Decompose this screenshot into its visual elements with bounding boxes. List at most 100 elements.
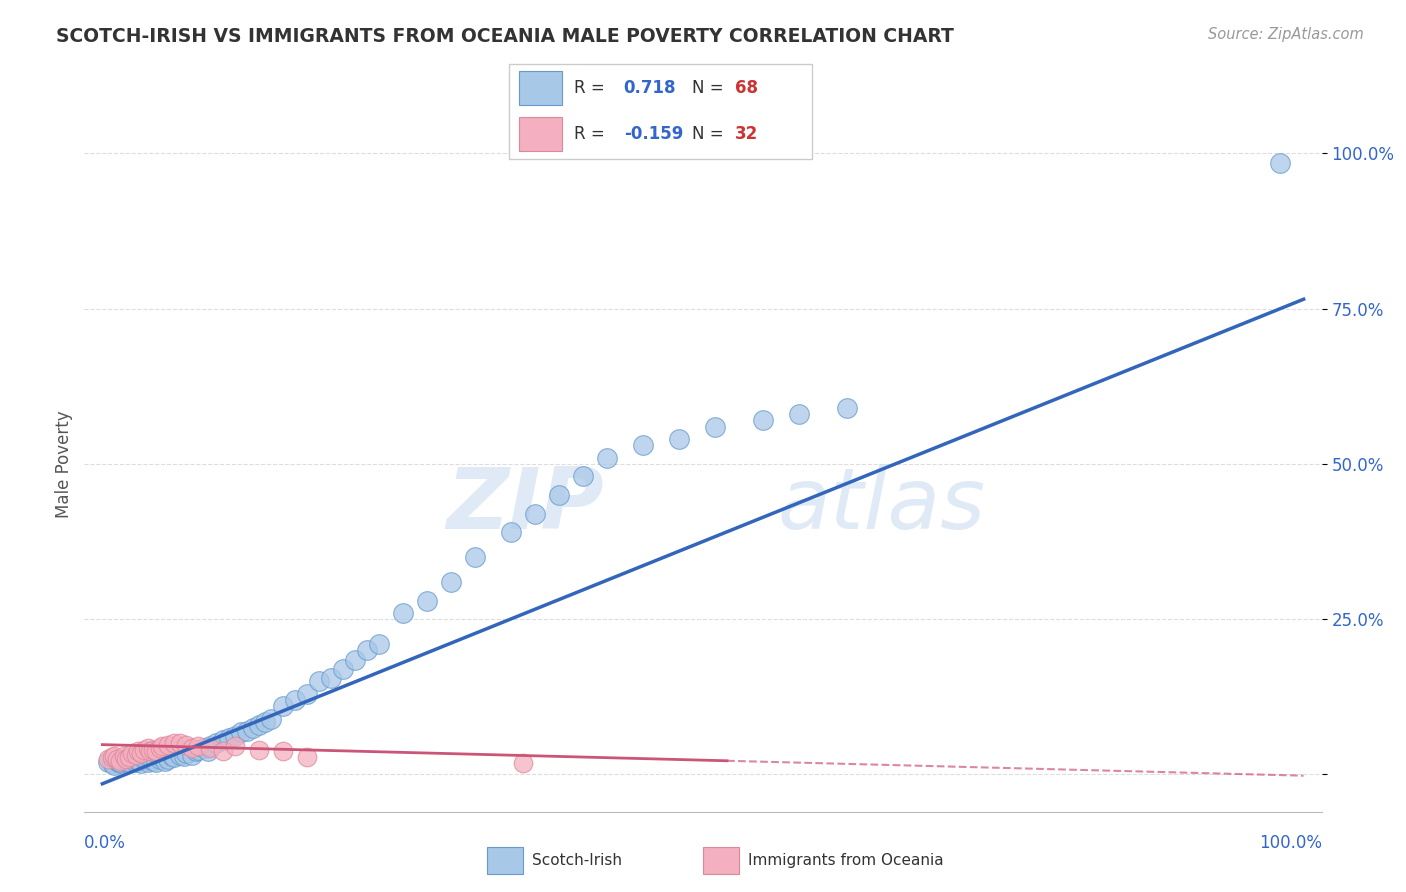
Point xyxy=(211,733,233,747)
Bar xyxy=(486,847,523,874)
Point xyxy=(142,754,165,768)
Bar xyxy=(519,118,562,151)
Point xyxy=(125,755,148,769)
Y-axis label: Male Poverty: Male Poverty xyxy=(55,410,73,517)
Point xyxy=(129,756,152,771)
Text: 0.718: 0.718 xyxy=(624,79,676,97)
Point xyxy=(134,742,156,756)
Point xyxy=(308,674,330,689)
Point xyxy=(367,637,389,651)
Text: N =: N = xyxy=(692,79,728,97)
Point xyxy=(499,525,522,540)
Point xyxy=(157,752,180,766)
Point xyxy=(229,725,252,739)
Point xyxy=(247,742,270,756)
Point xyxy=(160,748,183,763)
Point xyxy=(127,754,149,768)
Point xyxy=(205,736,228,750)
Point xyxy=(184,744,207,758)
Point xyxy=(118,755,141,769)
Point xyxy=(103,758,125,772)
Point xyxy=(187,742,209,756)
Point xyxy=(110,754,132,768)
Point xyxy=(129,746,152,760)
Point xyxy=(127,744,149,758)
Point xyxy=(391,606,413,620)
Point xyxy=(163,736,186,750)
Point xyxy=(110,756,132,771)
Point xyxy=(787,407,810,421)
Point xyxy=(837,401,859,415)
Point xyxy=(115,754,138,768)
Point xyxy=(139,744,162,758)
Point xyxy=(271,744,294,758)
Text: R =: R = xyxy=(574,79,610,97)
Point xyxy=(440,574,463,589)
Text: Immigrants from Oceania: Immigrants from Oceania xyxy=(748,854,943,868)
Text: 0.0%: 0.0% xyxy=(84,834,127,852)
Point xyxy=(193,741,215,756)
FancyBboxPatch shape xyxy=(509,64,813,159)
Point xyxy=(169,747,191,762)
Text: R =: R = xyxy=(574,125,610,143)
Text: 100.0%: 100.0% xyxy=(1258,834,1322,852)
Point xyxy=(152,750,174,764)
Point xyxy=(247,717,270,731)
Point xyxy=(97,755,120,769)
Point xyxy=(235,723,257,738)
Point xyxy=(242,721,264,735)
Point xyxy=(271,699,294,714)
Point xyxy=(596,450,619,465)
Text: 68: 68 xyxy=(735,79,758,97)
Point xyxy=(103,748,125,763)
Point xyxy=(152,739,174,754)
Point xyxy=(149,752,172,766)
Point xyxy=(197,744,219,758)
Point xyxy=(181,747,204,762)
Point xyxy=(136,741,159,756)
Text: -0.159: -0.159 xyxy=(624,125,683,143)
Point xyxy=(211,744,233,758)
Point xyxy=(259,712,281,726)
Bar xyxy=(703,847,740,874)
Point xyxy=(125,747,148,762)
Point xyxy=(200,741,222,756)
Point xyxy=(153,754,176,768)
Point xyxy=(112,748,135,763)
Point xyxy=(139,752,162,766)
Point xyxy=(101,756,124,771)
Point xyxy=(224,739,246,754)
Point xyxy=(464,549,486,564)
Point xyxy=(343,652,366,666)
Text: SCOTCH-IRISH VS IMMIGRANTS FROM OCEANIA MALE POVERTY CORRELATION CHART: SCOTCH-IRISH VS IMMIGRANTS FROM OCEANIA … xyxy=(56,27,955,45)
Point xyxy=(181,741,204,756)
Text: N =: N = xyxy=(692,125,728,143)
Point xyxy=(112,752,135,766)
Point xyxy=(631,438,654,452)
Point xyxy=(157,738,180,752)
Point xyxy=(169,736,191,750)
Point xyxy=(101,750,124,764)
Point xyxy=(163,750,186,764)
Point xyxy=(173,748,195,763)
Point xyxy=(145,744,167,758)
Point xyxy=(142,742,165,756)
Point xyxy=(332,662,354,676)
Text: atlas: atlas xyxy=(778,464,986,547)
Point xyxy=(118,750,141,764)
Point xyxy=(115,752,138,766)
Point xyxy=(356,643,378,657)
Point xyxy=(145,755,167,769)
Point xyxy=(149,741,172,756)
Point xyxy=(176,746,198,760)
Point xyxy=(200,739,222,754)
Point xyxy=(224,729,246,743)
Point xyxy=(547,488,569,502)
Point xyxy=(415,593,437,607)
Bar xyxy=(519,71,562,104)
Text: Source: ZipAtlas.com: Source: ZipAtlas.com xyxy=(1208,27,1364,42)
Point xyxy=(1268,155,1291,169)
Point xyxy=(105,754,128,768)
Point xyxy=(97,752,120,766)
Point xyxy=(176,738,198,752)
